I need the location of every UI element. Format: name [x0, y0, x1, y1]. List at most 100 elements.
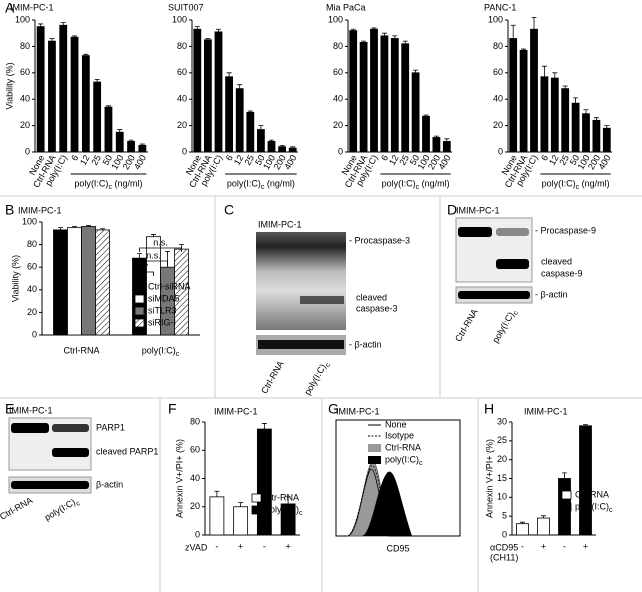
y-tick-label: 5 [502, 511, 507, 521]
y-tick-label: 40 [493, 94, 503, 104]
y-tick-label: 60 [20, 67, 30, 77]
bar [81, 55, 90, 153]
y-tick-label: 100 [488, 14, 503, 24]
error-bar [521, 48, 527, 51]
y-tick-label: 100 [172, 14, 187, 24]
bar [70, 36, 79, 153]
error-bar [290, 146, 296, 149]
bar [48, 40, 56, 153]
x-tick-label: - [521, 541, 524, 551]
error-bar [58, 227, 63, 230]
y-tick-label: 0 [195, 529, 200, 539]
error-bar [83, 53, 89, 56]
y-axis-label: Viability (%) [10, 255, 20, 302]
legend-swatch [561, 502, 572, 512]
error-bar [371, 27, 377, 30]
error-bar [593, 117, 599, 121]
error-bar [392, 35, 398, 39]
y-tick-label: 40 [177, 94, 187, 104]
blot-band [11, 423, 49, 433]
blot-band [11, 481, 89, 489]
panel-label: H [484, 401, 494, 417]
legend-label: Isotype [385, 430, 414, 440]
bar [579, 425, 592, 536]
panel-label: D [447, 202, 457, 218]
bar [349, 30, 358, 153]
flow-histogram [362, 471, 412, 536]
y-tick-label: 80 [333, 41, 343, 51]
y-axis-label: Annexin V+/PI+ (%) [174, 439, 184, 518]
significance-label: * [145, 261, 149, 271]
chart-title: PANC-1 [484, 2, 516, 12]
blot-band [496, 259, 529, 269]
flow-title: IMIM-PC-1 [336, 406, 380, 416]
x-tick-label: 6 [379, 153, 390, 162]
legend-swatch [561, 490, 572, 500]
x-tick-label: - [215, 541, 218, 551]
bar [235, 88, 244, 153]
bar [246, 112, 255, 153]
lane-label: Ctrl-RNA [453, 307, 480, 343]
error-bar [100, 228, 105, 230]
chart-title: IMIM-PC-1 [214, 406, 258, 416]
x-tick-label: 50 [253, 153, 267, 167]
blot-label: PARP1 [96, 422, 125, 432]
bar [256, 129, 265, 153]
error-bar [604, 125, 610, 129]
error-bar [541, 515, 546, 519]
error-bar [117, 129, 123, 133]
bar [442, 141, 451, 153]
legend-swatch [134, 306, 145, 316]
error-bar [72, 35, 78, 38]
bar [390, 38, 399, 153]
y-tick-label: 0 [182, 146, 187, 156]
legend-swatch [134, 294, 145, 304]
y-axis-label: Viability (%) [4, 62, 14, 109]
lane-label: poly(I:C)c [302, 359, 332, 398]
x-tick-label: + [583, 541, 588, 551]
error-bar [402, 40, 408, 44]
error-bar [433, 135, 439, 138]
panel-label: A [5, 0, 15, 16]
error-bar [86, 224, 91, 227]
y-tick-label: 0 [32, 329, 37, 339]
x-tick-label: 400 [436, 153, 452, 171]
bar [540, 76, 549, 153]
y-tick-label: 20 [177, 120, 187, 130]
error-bar [552, 72, 558, 79]
y-tick-label: 20 [20, 120, 30, 130]
x-tick-label: 400 [132, 153, 148, 171]
bar [602, 127, 611, 153]
legend-label: siMDA5 [148, 293, 180, 303]
y-tick-label: 30 [497, 416, 507, 426]
blot-image [256, 232, 346, 330]
error-bar [562, 85, 568, 89]
y-tick-label: 60 [177, 67, 187, 77]
error-bar [381, 32, 387, 36]
legend-label: Ctrl-siRNA [148, 281, 191, 291]
error-bar [226, 72, 232, 77]
y-tick-label: 40 [333, 94, 343, 104]
bar [550, 77, 559, 153]
error-bar [279, 145, 285, 147]
y-tick-label: 15 [497, 473, 507, 483]
chart-title: SUIT007 [168, 2, 204, 12]
significance-bracket [139, 271, 154, 276]
y-tick-label: 60 [190, 445, 200, 455]
y-axis-label: Annexin V+/PI+ (%) [484, 439, 494, 518]
y-tick-label: 20 [190, 501, 200, 511]
error-bar [216, 28, 221, 32]
blot-band [458, 227, 492, 237]
legend-label: Ctr-RNA [265, 492, 299, 502]
error-bar [413, 69, 419, 73]
bar [509, 38, 518, 153]
chart-title: IMIM-PC-1 [10, 2, 54, 12]
y-tick-label: 60 [493, 67, 503, 77]
blot-band [300, 296, 344, 304]
x-tick-label: + [285, 541, 290, 551]
x-tick-label: 12 [547, 153, 561, 167]
y-tick-label: 20 [493, 120, 503, 130]
x-tick-label: + [541, 541, 546, 551]
legend-label: siRIG-I [148, 317, 176, 327]
significance-bracket [139, 260, 168, 265]
